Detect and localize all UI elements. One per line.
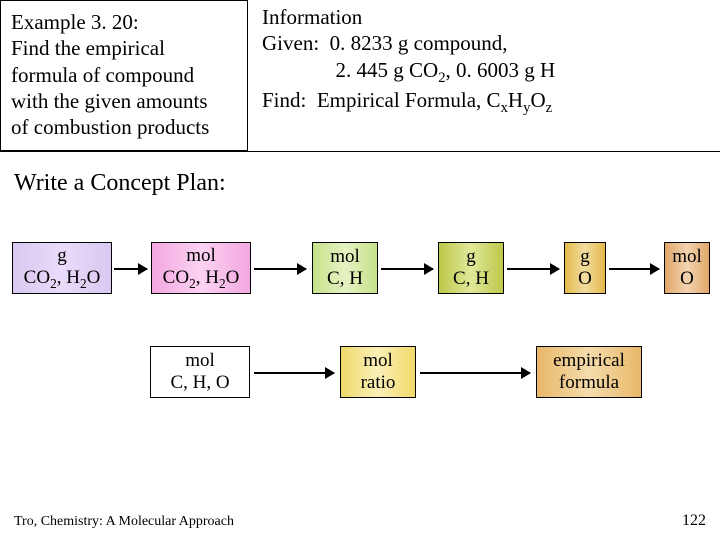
info-heading: Information [262,4,712,30]
page-number: 122 [682,512,706,530]
flow-node: gO [564,242,606,294]
flow-node: molratio [340,346,416,398]
footer-source: Tro, Chemistry: A Molecular Approach [14,514,234,530]
flow-arrow [381,268,433,270]
example-line-3: of combustion products [11,114,237,140]
flow-arrow [254,268,306,270]
info-given-1: Given: 0. 8233 g compound, [262,30,712,56]
flow-arrow [114,268,147,270]
flow-arrow [609,268,659,270]
example-line-2: with the given amounts [11,88,237,114]
concept-plan-title: Write a Concept Plan: [0,152,720,207]
example-title: Example 3. 20: [11,9,237,35]
info-given-2: 2. 445 g CO2, 0. 6003 g H [262,57,712,88]
flow-node: molCO2, H2O [151,242,251,294]
flow-node: molC, H [312,242,378,294]
flow-node: molC, H, O [150,346,250,398]
flow-node: gC, H [438,242,504,294]
flow-node: molO [664,242,710,294]
flow-arrow [254,372,334,374]
flow-arrow [420,372,530,374]
example-box: Example 3. 20: Find the empirical formul… [0,0,248,151]
info-find: Find: Empirical Formula, CxHyOz [262,87,712,118]
flow-node: gCO2, H2O [12,242,112,294]
flow-arrow [507,268,559,270]
flow-node: empiricalformula [536,346,642,398]
example-line-1: formula of compound [11,62,237,88]
info-box: Information Given: 0. 8233 g compound, 2… [248,0,720,151]
example-line-0: Find the empirical [11,35,237,61]
